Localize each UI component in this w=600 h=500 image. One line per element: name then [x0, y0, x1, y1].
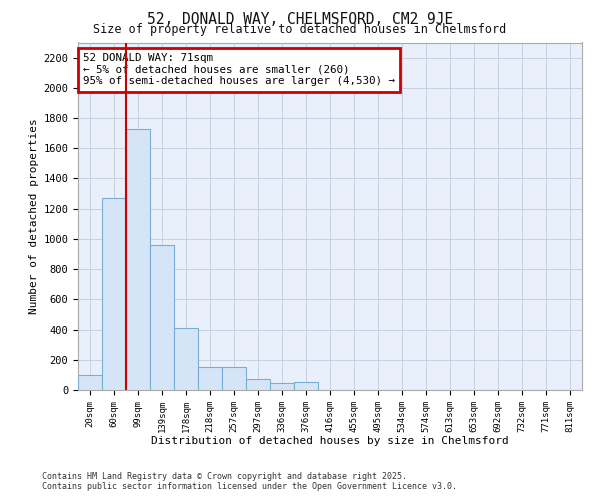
Text: 52, DONALD WAY, CHELMSFORD, CM2 9JE: 52, DONALD WAY, CHELMSFORD, CM2 9JE: [147, 12, 453, 26]
Bar: [270, 383, 294, 390]
Text: 52 DONALD WAY: 71sqm
← 5% of detached houses are smaller (260)
95% of semi-detac: 52 DONALD WAY: 71sqm ← 5% of detached ho…: [83, 53, 395, 86]
Bar: [222, 368, 246, 390]
Bar: [78, 375, 102, 390]
Bar: [174, 328, 198, 390]
Bar: [294, 382, 318, 390]
Y-axis label: Number of detached properties: Number of detached properties: [29, 118, 39, 314]
Bar: [198, 366, 222, 390]
Bar: [246, 380, 270, 390]
Text: Contains HM Land Registry data © Crown copyright and database right 2025.
Contai: Contains HM Land Registry data © Crown c…: [42, 472, 457, 491]
Bar: [102, 198, 126, 390]
Bar: [150, 245, 174, 390]
X-axis label: Distribution of detached houses by size in Chelmsford: Distribution of detached houses by size …: [151, 436, 509, 446]
Text: Size of property relative to detached houses in Chelmsford: Size of property relative to detached ho…: [94, 22, 506, 36]
Bar: [126, 128, 150, 390]
